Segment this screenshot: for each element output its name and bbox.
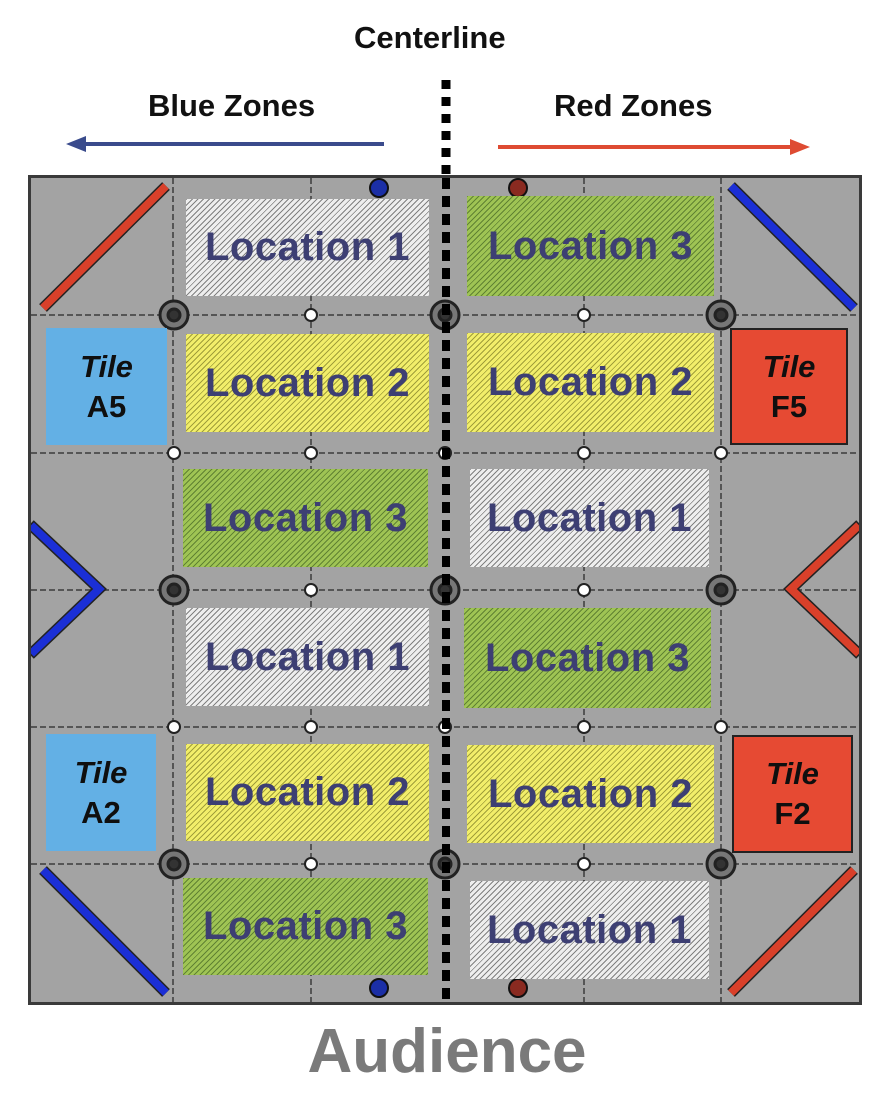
tile-f5-word: Tile xyxy=(762,348,816,384)
red-side-chevron xyxy=(782,520,859,659)
red-zones-label: Red Zones xyxy=(554,88,713,123)
red-edge-markers xyxy=(508,178,528,998)
centerline-label: Centerline xyxy=(354,20,506,55)
large-junctions xyxy=(158,299,737,880)
tile-a2-id: A2 xyxy=(81,794,121,830)
location-left-6: Location 3 xyxy=(183,878,428,975)
tile-f2: Tile F2 xyxy=(732,735,853,853)
location-left-4: Location 1 xyxy=(186,608,429,706)
audience-label: Audience xyxy=(307,1017,587,1086)
field-markings xyxy=(31,178,859,1002)
corner-tape-bottom-left xyxy=(39,866,170,997)
location-right-5: Location 2 xyxy=(467,745,714,843)
corner-tape-top-left xyxy=(39,182,170,312)
location-right-6: Location 1 xyxy=(470,881,709,979)
blue-side-chevron xyxy=(31,520,108,659)
blue-zones-label: Blue Zones xyxy=(148,88,316,123)
tile-f2-word: Tile xyxy=(766,756,819,791)
tile-a2-word: Tile xyxy=(74,754,128,790)
location-right-3: Location 1 xyxy=(470,469,709,567)
tile-a2: Tile A2 xyxy=(46,734,156,851)
tile-a5-id: A5 xyxy=(86,388,127,424)
corner-tape-bottom-right xyxy=(727,866,858,997)
location-left-5: Location 2 xyxy=(186,744,429,841)
location-left-3: Location 3 xyxy=(183,469,428,567)
tile-f5-id: F5 xyxy=(770,388,808,424)
centerline-dashes-field xyxy=(442,178,450,1002)
tile-f2-id: F2 xyxy=(774,796,811,831)
corner-tape-top-right xyxy=(727,182,858,312)
blue-edge-markers xyxy=(369,178,389,998)
centerline-dashes-top xyxy=(441,80,451,176)
location-left-2: Location 2 xyxy=(186,334,429,432)
small-junctions xyxy=(167,308,728,871)
location-right-2: Location 2 xyxy=(467,333,714,432)
tile-f5: Tile F5 xyxy=(730,328,848,445)
location-right-4: Location 3 xyxy=(464,608,711,708)
tile-a5-word: Tile xyxy=(80,348,133,384)
game-field: Location 1 Location 2 Location 3 Locatio… xyxy=(28,175,862,1005)
tile-a5: Tile A5 xyxy=(46,328,167,445)
location-left-1: Location 1 xyxy=(186,199,429,296)
location-right-1: Location 3 xyxy=(467,196,714,296)
